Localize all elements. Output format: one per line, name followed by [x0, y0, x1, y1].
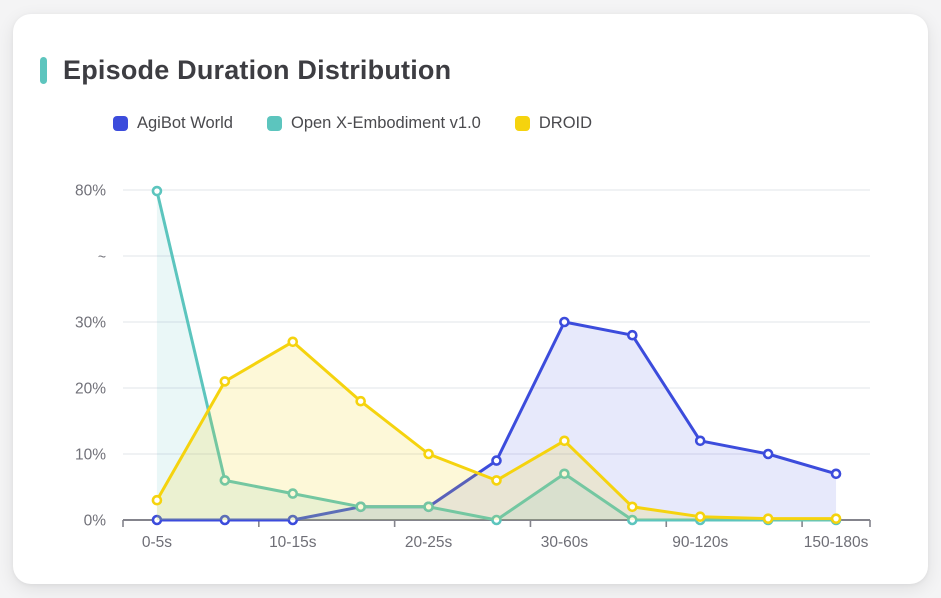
data-point-droid[interactable]	[627, 501, 638, 513]
y-axis-label: 20%	[75, 381, 106, 398]
x-axis-label: 20-25s	[405, 534, 453, 551]
page-title: Episode Duration Distribution	[63, 55, 452, 85]
data-point-agibot-world[interactable]	[491, 455, 502, 466]
title-row: Episode Duration Distribution	[40, 55, 451, 86]
series-area-agibot-world	[156, 322, 837, 520]
data-point-open-x-embodiment-v1-0[interactable]	[491, 514, 502, 526]
series-area-droid	[156, 341, 837, 520]
legend-swatch-icon	[514, 116, 530, 131]
x-axis-label: 150-180s	[804, 534, 869, 551]
legend-item-label: Open X-Embodiment v1.0	[291, 114, 481, 132]
data-point-droid[interactable]	[287, 336, 299, 348]
y-axis-label: 0%	[84, 513, 107, 530]
legend-item-agibot-world[interactable]: AgiBot World	[113, 114, 233, 133]
legend-item-label: AgiBot World	[137, 114, 233, 132]
data-point-droid[interactable]	[151, 494, 163, 506]
data-point-droid[interactable]	[355, 395, 366, 407]
data-point-agibot-world[interactable]	[694, 435, 706, 447]
legend-item-open-x-embodiment-v1-0[interactable]: Open X-Embodiment v1.0	[267, 114, 481, 133]
data-point-droid[interactable]	[830, 513, 842, 524]
x-axis-label: 10-15s	[269, 534, 317, 551]
data-point-open-x-embodiment-v1-0[interactable]	[355, 501, 366, 513]
data-point-open-x-embodiment-v1-0[interactable]	[151, 185, 163, 197]
data-point-droid[interactable]	[762, 513, 774, 524]
data-point-agibot-world[interactable]	[830, 468, 842, 480]
data-point-agibot-world[interactable]	[627, 329, 638, 341]
data-point-open-x-embodiment-v1-0[interactable]	[287, 488, 299, 499]
y-axis-label: 30%	[75, 315, 106, 332]
x-axis-label: 90-120s	[672, 534, 728, 551]
series-area-open-x-embodiment-v1-0	[156, 191, 837, 520]
data-point-open-x-embodiment-v1-0[interactable]	[423, 501, 434, 513]
series-droid	[151, 336, 842, 524]
data-point-agibot-world[interactable]	[219, 514, 231, 526]
legend-item-label: DROID	[538, 114, 593, 132]
series-open-x-embodiment-v1-0	[151, 185, 842, 526]
data-point-open-x-embodiment-v1-0[interactable]	[219, 475, 231, 486]
data-point-open-x-embodiment-v1-0[interactable]	[559, 468, 570, 480]
data-point-droid[interactable]	[491, 475, 502, 486]
data-point-agibot-world[interactable]	[762, 448, 774, 460]
data-point-droid[interactable]	[219, 376, 231, 387]
data-point-droid[interactable]	[559, 435, 570, 447]
chart-card: Episode Duration Distribution AgiBot Wor…	[13, 14, 928, 584]
legend-swatch-icon	[113, 116, 128, 131]
x-axis-label: 0-5s	[142, 534, 172, 551]
y-axis-label: ~	[98, 249, 106, 265]
chart-legend: AgiBot World Open X-Embodiment v1.0 DROID	[113, 114, 592, 133]
data-point-agibot-world[interactable]	[151, 514, 163, 526]
data-point-agibot-world[interactable]	[559, 316, 570, 328]
legend-swatch-icon	[267, 116, 282, 131]
episode-duration-chart: 0% 10% 20% 30% ~80% 0-5s 10-15s 20-25s 30-60s 90-…	[75, 183, 871, 551]
data-point-open-x-embodiment-v1-0[interactable]	[627, 514, 638, 526]
x-axis-label: 30-60s	[541, 534, 589, 551]
data-point-agibot-world[interactable]	[287, 514, 299, 526]
y-axis-label: 80%	[75, 183, 106, 200]
title-accent-bar	[40, 57, 47, 84]
data-point-droid[interactable]	[423, 448, 434, 460]
legend-item-droid[interactable]: DROID	[514, 114, 593, 133]
y-axis-label: 10%	[75, 447, 106, 464]
data-point-droid[interactable]	[694, 511, 706, 523]
